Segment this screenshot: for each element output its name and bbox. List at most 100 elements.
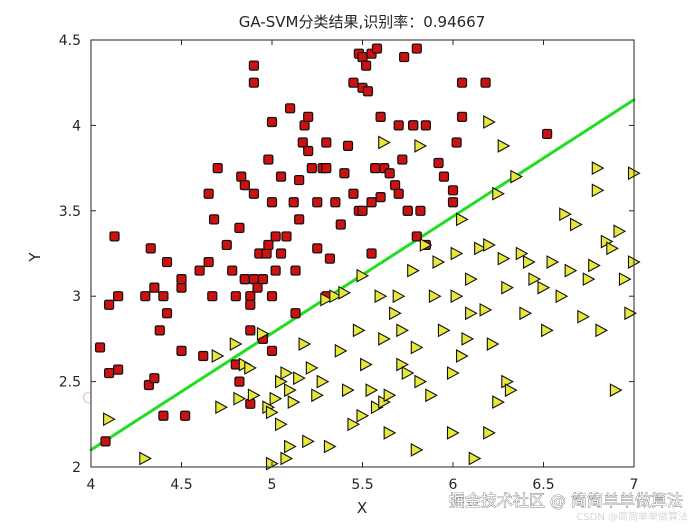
data-point-triangle [269, 391, 283, 406]
data-point-triangle [287, 395, 301, 410]
data-point-triangle [492, 186, 505, 201]
data-point-square [384, 168, 395, 179]
data-point-triangle [559, 207, 572, 222]
data-point-square [266, 345, 278, 356]
x-tick-label: 7 [630, 477, 639, 493]
data-point-square [357, 51, 368, 63]
data-point-triangle [465, 306, 478, 321]
data-point-triangle [468, 451, 482, 466]
data-point-square [375, 192, 386, 203]
data-point-square [433, 157, 444, 169]
y-tick-label: 3 [72, 289, 81, 305]
data-point-square [266, 197, 278, 208]
data-point-square [239, 274, 250, 285]
data-point-square [140, 291, 151, 302]
data-point-square [261, 248, 272, 259]
data-point-square [113, 291, 124, 302]
data-point-triangle [280, 451, 294, 466]
x-axis-label: X [357, 499, 367, 517]
data-point-square [275, 171, 287, 182]
data-point-triangle [432, 255, 446, 269]
data-point-triangle [233, 391, 247, 406]
data-point-triangle [609, 383, 623, 398]
data-point-triangle [334, 343, 348, 358]
data-point-triangle [497, 138, 511, 153]
data-point-square [299, 120, 310, 131]
y-tick-label: 2 [72, 460, 81, 476]
data-point-triangle [370, 400, 384, 415]
data-point-triangle [479, 302, 493, 317]
data-point-square [270, 231, 281, 242]
x-tick-label: 6.5 [532, 477, 554, 493]
data-point-square [324, 253, 336, 264]
data-point-triangle [624, 306, 638, 321]
data-point-triangle [588, 258, 601, 273]
y-tick-label: 4 [72, 118, 81, 134]
data-point-square [221, 239, 232, 251]
data-point-square [411, 43, 422, 54]
data-point-triangle [265, 405, 279, 420]
data-point-triangle [497, 251, 511, 266]
data-point-triangle [365, 383, 379, 398]
data-point-square [252, 282, 263, 293]
axes-layer: 4 4.5 5 5.5 6 6.5 7 2 2.5 3 3.5 4 4.5 [59, 33, 639, 493]
data-point-square [154, 325, 165, 336]
data-point-square [357, 205, 368, 216]
data-point-triangle [483, 238, 496, 252]
data-point-triangle [591, 183, 605, 198]
data-point-triangle [360, 357, 373, 372]
data-point-square [303, 145, 314, 157]
data-point-square [194, 265, 205, 276]
points-layer [94, 43, 641, 471]
data-point-triangle [302, 434, 315, 449]
data-point-square [290, 308, 301, 319]
data-point-triangle [419, 238, 433, 252]
data-point-square [245, 299, 256, 310]
data-point-square [203, 256, 214, 268]
x-tick-label: 5.5 [351, 477, 373, 493]
footer-watermark-main: 掘金技术社区 @ 简简单单做算法 [449, 491, 683, 510]
data-point-square [158, 410, 169, 421]
data-point-triangle [280, 366, 294, 380]
data-point-square [161, 308, 173, 319]
data-point-square [335, 219, 346, 230]
data-point-square [294, 214, 305, 225]
data-point-square [399, 51, 410, 63]
data-point-square [176, 345, 187, 356]
data-point-triangle [606, 241, 619, 256]
data-point-triangle [546, 255, 560, 269]
data-point-square [234, 222, 245, 233]
data-point-triangle [537, 280, 551, 295]
data-point-square [245, 325, 256, 336]
data-point-triangle [284, 383, 297, 398]
data-point-square [361, 60, 372, 71]
data-point-square [270, 265, 281, 276]
data-point-square [402, 205, 413, 216]
data-point-square [456, 111, 468, 122]
data-point-square [542, 128, 553, 140]
data-point-triangle [474, 241, 487, 256]
data-point-triangle [378, 135, 391, 150]
data-point-square [321, 137, 332, 148]
data-point-triangle [383, 388, 397, 403]
data-point-triangle [311, 388, 324, 403]
data-point-square [415, 205, 426, 216]
data-point-triangle [356, 408, 370, 423]
data-point-triangle [541, 323, 554, 338]
data-point-square [266, 116, 278, 128]
data-point-triangle [450, 246, 464, 261]
data-point-square [176, 282, 187, 293]
data-point-square [234, 376, 245, 387]
x-tick-label: 4 [87, 477, 96, 493]
data-point-square [342, 140, 354, 151]
data-point-triangle [401, 366, 415, 380]
data-point-square [451, 137, 462, 148]
data-point-triangle [410, 340, 424, 355]
data-point-triangle [274, 417, 288, 432]
data-point-square [306, 163, 317, 174]
data-point-square [100, 436, 111, 447]
data-point-triangle [247, 388, 261, 403]
data-point-square [198, 350, 209, 362]
